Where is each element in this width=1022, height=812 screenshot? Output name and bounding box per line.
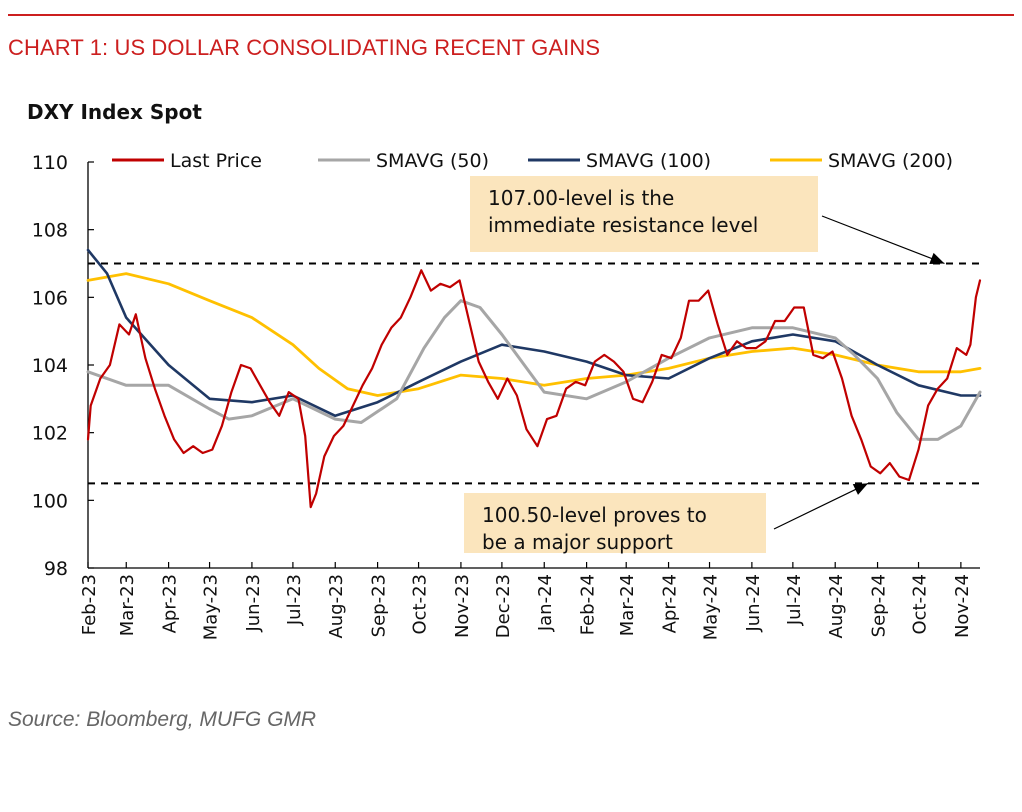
annotation-text: immediate resistance level: [488, 213, 758, 237]
source-note: Source: Bloomberg, MUFG GMR: [8, 708, 317, 731]
x-tick-label: Mar-23: [117, 574, 138, 636]
x-tick-label: Apr-23: [160, 574, 181, 633]
legend-label: Last Price: [170, 150, 262, 172]
reference-lines: [88, 262, 980, 485]
x-tick-label: Jan-24: [535, 574, 556, 632]
annotation-box: [470, 176, 818, 252]
series-layer: [86, 248, 982, 509]
x-tick-label: Jun-23: [243, 574, 264, 633]
x-tick-label: Apr-24: [660, 574, 681, 633]
chart-heading: CHART 1: US DOLLAR CONSOLIDATING RECENT …: [8, 35, 601, 60]
chart-axes: 98 100 102 104 106 108 110 Feb-23 Mar-23 Apr-23 Ma…: [32, 152, 980, 640]
annotation-arrow: [821, 215, 945, 265]
y-tick-label: 104: [32, 355, 68, 377]
dxy-line-chart: 98 100 102 104 106 108 110 Feb-23 Mar-23 Apr-23 Ma…: [32, 150, 982, 640]
annotation-box: [464, 493, 766, 553]
y-tick-label: 102: [32, 423, 68, 445]
y-tick-label: 106: [32, 287, 68, 309]
x-tick-label: Oct-23: [410, 574, 431, 635]
x-tick-label: Nov-24: [952, 574, 973, 638]
legend-label: SMAVG (200): [828, 150, 953, 172]
y-tick-label: 110: [32, 152, 68, 174]
x-tick-label: Aug-23: [326, 574, 347, 639]
legend-label: SMAVG (50): [376, 150, 489, 172]
x-tick-label: Jul-23: [284, 574, 305, 626]
x-tick-label: Dec-23: [493, 574, 514, 638]
x-tick-label: Feb-23: [79, 574, 100, 635]
annotation-text: 107.00-level is the: [488, 186, 674, 210]
annotation-text: 100.50-level proves to: [482, 503, 707, 527]
chart-title: DXY Index Spot: [27, 100, 202, 124]
annotation-arrow: [773, 482, 869, 530]
x-tick-label: May-24: [701, 574, 722, 640]
x-tick-label: Oct-24: [910, 574, 931, 635]
annotation-arrowhead: [929, 252, 945, 265]
x-tick-label: May-23: [201, 574, 222, 640]
annotation-text: be a major support: [482, 530, 673, 554]
x-tick-label: Aug-24: [826, 574, 847, 639]
y-tick-label: 98: [44, 558, 68, 580]
x-tick-label: Sep-23: [369, 574, 390, 637]
legend-label: SMAVG (100): [586, 150, 711, 172]
y-tick-label: 108: [32, 220, 68, 242]
top-rule: [8, 14, 1014, 16]
series-line-smavg-50: [86, 299, 982, 441]
chart-annotations: 107.00-level is the immediate resistance …: [464, 176, 945, 554]
x-tick-label: Sep-24: [869, 574, 890, 637]
x-tick-label: Jul-24: [784, 574, 805, 626]
series-line-last-price: [86, 269, 982, 509]
chart-legend: Last Price SMAVG (50) SMAVG (100) SMAVG (20…: [112, 150, 953, 172]
x-tick-label: Mar-24: [617, 574, 638, 636]
x-tick-label: Feb-24: [578, 574, 599, 635]
annotation-arrowhead: [852, 483, 868, 495]
x-tick-label: Nov-23: [452, 574, 473, 638]
series-line-smavg-200: [86, 272, 982, 397]
y-tick-label: 100: [32, 490, 68, 512]
x-tick-label: Jun-24: [743, 574, 764, 633]
